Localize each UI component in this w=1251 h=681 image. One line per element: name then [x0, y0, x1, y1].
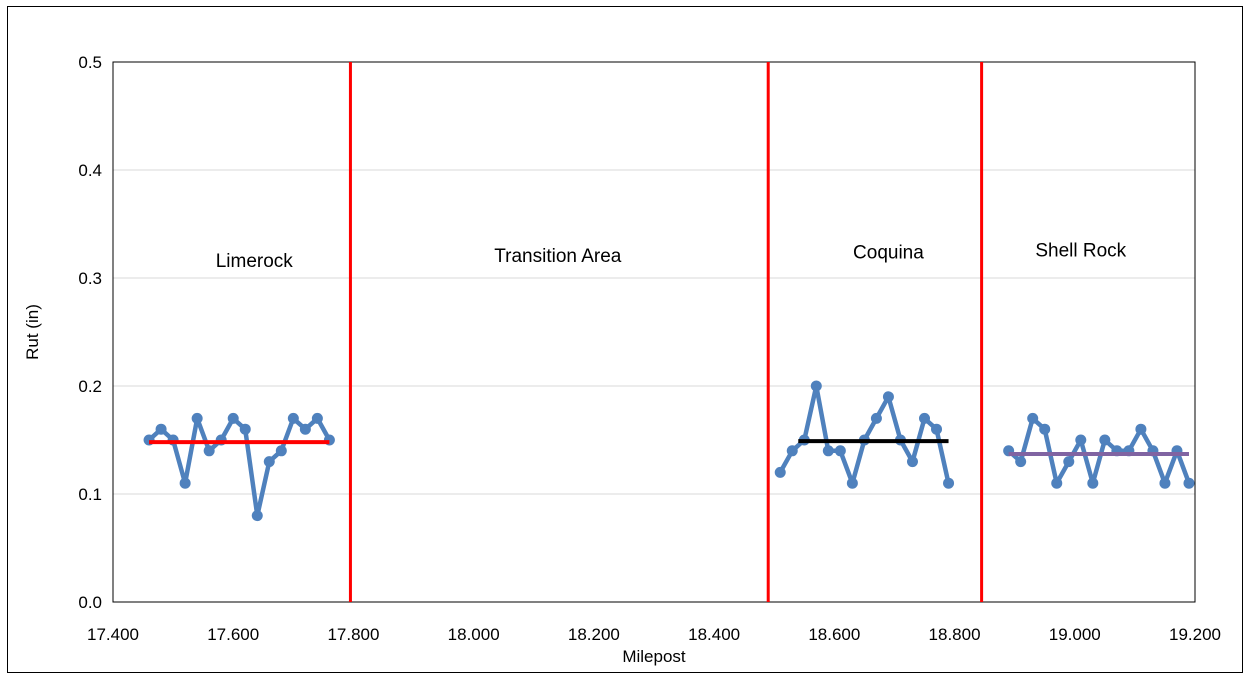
data-point — [299, 423, 311, 435]
data-point — [931, 423, 943, 435]
series-line — [146, 416, 332, 518]
data-point — [311, 412, 323, 424]
y-tick-label: 0.5 — [78, 53, 102, 72]
data-point — [1135, 423, 1147, 435]
data-point — [882, 391, 894, 403]
data-point — [227, 412, 239, 424]
x-tick-label: 18.600 — [808, 625, 860, 644]
data-point — [919, 412, 930, 424]
y-tick-label: 0.2 — [78, 377, 102, 396]
data-point — [822, 445, 834, 457]
data-point — [906, 456, 918, 468]
data-point — [1099, 434, 1111, 446]
rut-chart: Limerock Transition Area Coquina Shell Rock… — [23, 53, 1221, 666]
data-point — [203, 445, 215, 457]
data-point — [1015, 456, 1027, 468]
data-point — [275, 445, 287, 457]
data-point — [810, 380, 822, 392]
x-tick-label: 19.000 — [1049, 625, 1101, 644]
data-point — [1063, 456, 1075, 468]
data-point — [846, 477, 858, 489]
data-point — [251, 510, 263, 522]
data-point — [1183, 477, 1195, 489]
x-axis-title: Milepost — [622, 647, 686, 666]
gridlines — [113, 169, 1195, 495]
y-tick-label: 0.1 — [78, 485, 102, 504]
data-point — [774, 466, 786, 478]
data-point — [239, 423, 251, 435]
x-tick-label: 17.800 — [327, 625, 379, 644]
data-point — [263, 456, 275, 468]
average-lines — [149, 439, 1189, 457]
region-label: Coquina — [853, 243, 924, 264]
data-point — [834, 445, 846, 457]
plot-area-border — [112, 61, 1196, 603]
data-point — [1075, 434, 1087, 446]
y-tick-label: 0.3 — [78, 269, 102, 288]
x-tick-label: 18.200 — [568, 625, 620, 644]
x-tick-label: 19.200 — [1169, 625, 1221, 644]
data-point — [1039, 423, 1051, 435]
x-tick-label: 17.600 — [207, 625, 259, 644]
region-label: Shell Rock — [1035, 240, 1126, 261]
data-point — [155, 423, 167, 435]
data-point — [786, 445, 798, 457]
data-point — [1087, 477, 1099, 489]
data-point — [870, 412, 882, 424]
chart-frame: Limerock Transition Area Coquina Shell Rock… — [7, 6, 1243, 673]
y-axis-title: Rut (in) — [23, 304, 42, 360]
data-point — [179, 477, 191, 489]
series-line — [1006, 416, 1192, 486]
y-tick-labels: 0.0 0.1 0.2 0.3 0.4 0.5 — [78, 53, 102, 612]
y-tick-label: 0.0 — [78, 593, 102, 612]
data-point — [191, 412, 203, 424]
x-tick-label: 18.800 — [929, 625, 981, 644]
x-tick-label: 17.400 — [87, 625, 139, 644]
y-tick-label: 0.4 — [78, 161, 102, 180]
region-label: Transition Area — [494, 246, 622, 267]
rut-series — [143, 380, 1195, 522]
data-point — [287, 412, 299, 424]
section-boundaries — [348, 62, 984, 602]
region-label: Limerock — [216, 251, 294, 272]
x-tick-label: 18.000 — [448, 625, 500, 644]
x-tick-labels: 17.400 17.600 17.800 18.000 18.200 18.400 18.6… — [87, 625, 1221, 644]
region-labels: Limerock Transition Area Coquina Shell Rock — [216, 240, 1127, 272]
data-point — [1051, 477, 1063, 489]
data-point — [1159, 477, 1171, 489]
data-point — [1027, 412, 1039, 424]
x-tick-label: 18.400 — [688, 625, 740, 644]
data-point — [943, 477, 955, 489]
